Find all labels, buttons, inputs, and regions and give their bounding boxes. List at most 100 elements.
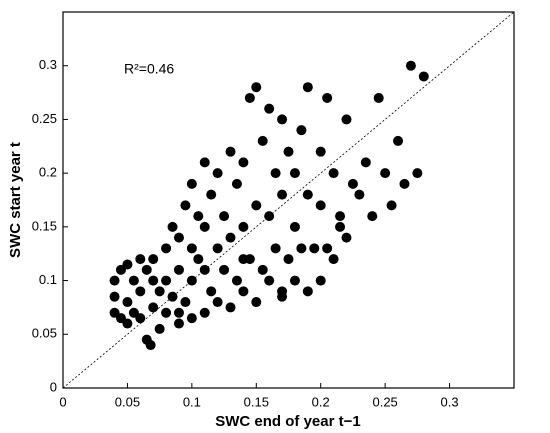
point	[354, 189, 365, 200]
point	[251, 82, 262, 93]
annotation: R²=0.46	[124, 61, 174, 77]
point	[315, 275, 326, 286]
point	[386, 200, 397, 211]
point	[193, 254, 204, 265]
point	[335, 221, 346, 232]
point	[135, 254, 146, 265]
point	[418, 71, 429, 82]
point	[199, 157, 210, 168]
point	[148, 275, 159, 286]
y-axis-label: SWC start year t	[7, 142, 24, 258]
point	[173, 264, 184, 275]
point	[167, 221, 178, 232]
point	[180, 200, 191, 211]
point	[238, 157, 249, 168]
point	[109, 275, 120, 286]
point	[212, 168, 223, 179]
point	[283, 146, 294, 157]
x-tick-label: 0.05	[115, 394, 140, 409]
point	[154, 286, 165, 297]
point	[212, 297, 223, 308]
point	[148, 254, 159, 265]
point	[296, 125, 307, 136]
point	[257, 264, 268, 275]
point	[289, 275, 300, 286]
point	[186, 178, 197, 189]
point	[193, 211, 204, 222]
point	[161, 307, 172, 318]
x-tick-label: 0	[59, 394, 66, 409]
x-tick-label: 0.3	[441, 394, 459, 409]
point	[257, 135, 268, 146]
point	[238, 254, 249, 265]
point	[231, 178, 242, 189]
point	[173, 307, 184, 318]
point	[122, 259, 133, 270]
reference-line	[62, 11, 515, 389]
point	[380, 168, 391, 179]
point	[231, 275, 242, 286]
y-tick-label: 0.15	[32, 218, 57, 233]
point	[277, 291, 288, 302]
point	[393, 135, 404, 146]
point	[128, 275, 139, 286]
point	[341, 114, 352, 125]
y-tick-label: 0.3	[39, 57, 57, 72]
point	[277, 114, 288, 125]
point	[399, 178, 410, 189]
point	[277, 189, 288, 200]
y-tick-label: 0.25	[32, 111, 57, 126]
point	[283, 254, 294, 265]
axes-frame	[62, 11, 515, 389]
point	[302, 189, 313, 200]
point	[122, 297, 133, 308]
point	[315, 200, 326, 211]
point	[302, 286, 313, 297]
point	[186, 243, 197, 254]
point	[173, 318, 184, 329]
point	[186, 313, 197, 324]
x-tick-label: 0.2	[312, 394, 330, 409]
point	[405, 60, 416, 71]
point	[154, 323, 165, 334]
point	[206, 189, 217, 200]
point	[309, 243, 320, 254]
point	[289, 221, 300, 232]
point	[251, 200, 262, 211]
point	[264, 103, 275, 114]
point	[289, 168, 300, 179]
y-tick-label: 0.05	[32, 326, 57, 341]
point	[367, 211, 378, 222]
point	[135, 286, 146, 297]
point	[161, 243, 172, 254]
point	[244, 92, 255, 103]
point	[206, 286, 217, 297]
point	[148, 302, 159, 313]
point	[225, 232, 236, 243]
point	[347, 178, 358, 189]
point	[145, 340, 156, 351]
point	[341, 232, 352, 243]
point	[219, 264, 230, 275]
point	[219, 211, 230, 222]
point	[109, 291, 120, 302]
point	[199, 221, 210, 232]
point	[161, 275, 172, 286]
point	[141, 264, 152, 275]
point	[296, 243, 307, 254]
point	[360, 157, 371, 168]
point	[270, 168, 281, 179]
point	[122, 318, 133, 329]
x-tick-label: 0.1	[183, 394, 201, 409]
point	[180, 297, 191, 308]
point	[322, 243, 333, 254]
x-axis-label: SWC end of year t−1	[215, 413, 360, 430]
point	[264, 275, 275, 286]
point	[315, 146, 326, 157]
point	[373, 92, 384, 103]
point	[412, 168, 423, 179]
point	[328, 254, 339, 265]
point	[186, 275, 197, 286]
point	[225, 146, 236, 157]
